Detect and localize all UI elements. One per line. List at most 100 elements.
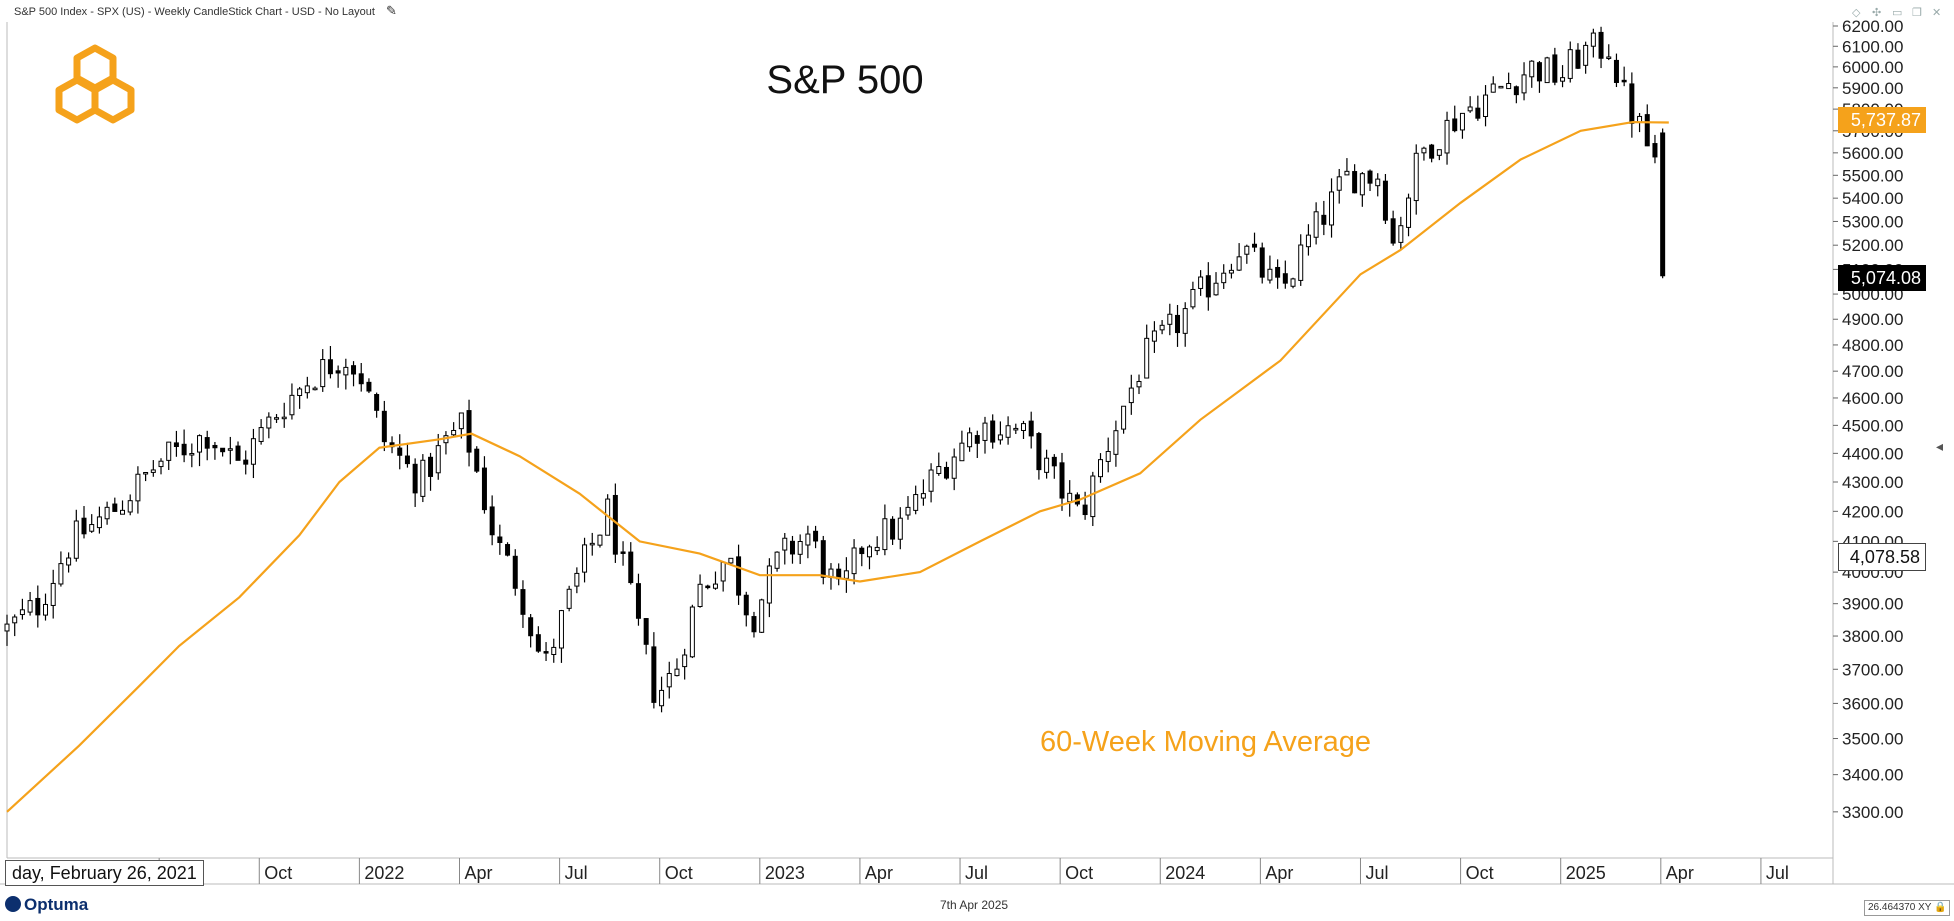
candle-body — [720, 561, 726, 582]
candle-body — [1382, 180, 1388, 221]
candle-body — [866, 546, 872, 558]
candle-body — [797, 540, 803, 555]
candle-body — [805, 533, 811, 546]
y-tick-label: 3400.00 — [1842, 766, 1903, 785]
candle-body — [173, 442, 179, 448]
candle-body — [967, 432, 973, 448]
close-icon[interactable]: ✕ — [1932, 7, 1942, 19]
candle-body — [1044, 457, 1050, 473]
candle-body — [1252, 243, 1258, 248]
candle-body — [651, 646, 657, 703]
candle-body — [73, 520, 79, 559]
y-tick-label: 4500.00 — [1842, 416, 1903, 435]
x-tick-label: 2022 — [364, 863, 404, 883]
candle-body — [974, 435, 980, 444]
candle-body — [497, 536, 503, 543]
candle-body — [220, 447, 226, 453]
candle-body — [1444, 119, 1450, 154]
moving-average-label: 60-Week Moving Average — [1040, 726, 1372, 758]
collapse-panel-icon[interactable]: ◂ — [1936, 438, 1944, 454]
candle-body — [951, 456, 957, 479]
candle-body — [381, 410, 387, 443]
candle-body — [1583, 44, 1589, 66]
candle-body — [481, 467, 487, 511]
candle-body — [990, 420, 996, 443]
candle-body — [474, 448, 480, 472]
x-tick-label: Oct — [1466, 863, 1494, 883]
candle-body — [320, 359, 326, 388]
y-tick-label: 4700.00 — [1842, 362, 1903, 381]
y-tick-label: 3600.00 — [1842, 694, 1903, 713]
candle-body — [1098, 459, 1104, 478]
candle-body — [250, 438, 256, 465]
restore-icon[interactable]: ❐ — [1912, 7, 1922, 19]
window-title: S&P 500 Index - SPX (US) - Weekly Candle… — [14, 0, 397, 23]
minimize-icon[interactable]: ▭ — [1892, 7, 1903, 19]
scale-mode: XY — [1918, 902, 1932, 913]
y-tick-label: 5400.00 — [1842, 189, 1903, 208]
pin-icon[interactable]: ✣ — [1872, 7, 1882, 19]
candle-body — [1298, 244, 1304, 281]
candle-body — [274, 417, 280, 420]
candle-body — [1290, 278, 1296, 287]
candle-body — [874, 546, 880, 552]
candle-body — [566, 588, 572, 609]
candle-body — [289, 394, 295, 416]
candle-body — [1105, 450, 1111, 462]
candle-body — [843, 570, 849, 579]
brand-name: Optuma — [24, 895, 89, 914]
candle-body — [104, 506, 110, 520]
y-tick-label: 5900.00 — [1842, 79, 1903, 98]
candle-body — [512, 555, 518, 589]
y-tick-label: 3300.00 — [1842, 803, 1903, 822]
candle-body — [1128, 387, 1134, 404]
edit-pencil-icon[interactable]: ✎ — [385, 3, 397, 18]
candle-body — [1051, 456, 1057, 467]
y-tick-label: 6000.00 — [1842, 58, 1903, 77]
candle-body — [597, 534, 603, 546]
candle-body — [920, 493, 926, 499]
candle-body — [705, 585, 711, 589]
y-tick-label: 6100.00 — [1842, 37, 1903, 56]
x-tick-label: 2025 — [1566, 863, 1606, 883]
x-tick-label: Apr — [464, 863, 492, 883]
candle-body — [312, 387, 318, 391]
candle-body — [1282, 273, 1288, 284]
diamond-icon[interactable]: ◇ — [1852, 7, 1861, 19]
lock-icon[interactable]: 🔒 — [1934, 902, 1947, 913]
candle-body — [1483, 94, 1489, 118]
candle-body — [1182, 308, 1188, 334]
candle-body — [928, 469, 934, 492]
y-tick-label: 4600.00 — [1842, 389, 1903, 408]
candle-body — [982, 422, 988, 441]
candle-body — [66, 557, 72, 566]
candle-body — [281, 416, 287, 420]
candle-body — [736, 556, 742, 596]
candle-body — [1267, 268, 1273, 281]
candle-body — [89, 524, 95, 532]
candle-body — [1629, 83, 1635, 124]
y-tick-label: 4300.00 — [1842, 473, 1903, 492]
candle-body — [1205, 275, 1211, 298]
x-tick-label: 2024 — [1165, 863, 1205, 883]
candle-body — [551, 646, 557, 656]
candle-body — [743, 594, 749, 616]
candle-body — [189, 453, 195, 456]
candle-body — [774, 551, 780, 569]
candle-body — [528, 617, 534, 637]
candle-body — [304, 385, 310, 394]
brand-logo — [55, 44, 135, 124]
candle-body — [1190, 288, 1196, 308]
optuma-brand: Optuma — [5, 895, 88, 915]
candle-body — [1567, 49, 1573, 79]
candle-body — [451, 429, 457, 436]
x-tick-label: Oct — [1065, 863, 1093, 883]
candle-body — [1660, 132, 1666, 277]
candle-body — [1313, 211, 1319, 238]
candle-body — [1244, 245, 1250, 255]
candle-body — [50, 582, 56, 606]
scale-readout[interactable]: 26.464370 XY 🔒 — [1864, 900, 1951, 916]
candle-body — [1429, 144, 1435, 159]
candle-body — [235, 445, 241, 461]
